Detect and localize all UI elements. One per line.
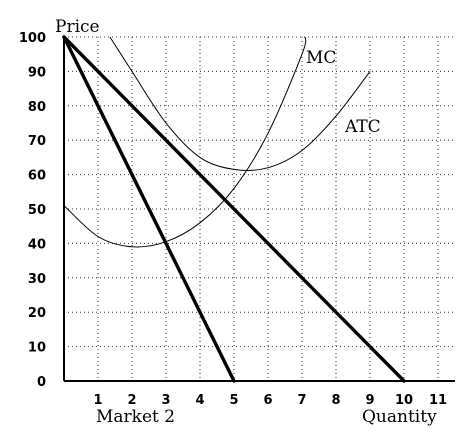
series-layer xyxy=(62,35,406,383)
x-tick-label: 11 xyxy=(429,393,447,408)
axes xyxy=(63,37,455,382)
grid xyxy=(64,36,455,381)
y-tick-label: 40 xyxy=(28,237,46,252)
series-curve-atc xyxy=(109,36,371,171)
x-tick-label: 4 xyxy=(195,393,204,408)
x-tick-label: 6 xyxy=(263,393,272,408)
x-tick-label: 8 xyxy=(331,393,340,408)
x-tick-label: 7 xyxy=(297,393,306,408)
x-tick-label: 5 xyxy=(229,393,238,408)
y-tick-label: 60 xyxy=(28,169,46,184)
x-tick-label: 1 xyxy=(93,393,102,408)
series-line-1 xyxy=(62,35,236,383)
y-tick-label: 50 xyxy=(28,203,46,218)
y-tick-label: 20 xyxy=(28,306,46,321)
y-tick-label: 70 xyxy=(28,134,46,149)
series-line-0 xyxy=(62,35,406,383)
tick-labels: 0 10 20 30 40 50 60 70 80 90 100 1 2 3 4 5 6 7 8 9 10 11 xyxy=(19,31,447,408)
y-tick-label: 90 xyxy=(28,65,46,80)
x-tick-label: 2 xyxy=(127,393,136,408)
y-tick-label: 30 xyxy=(28,272,46,287)
series-label-mc: MC xyxy=(306,48,336,68)
y-tick-label: 0 xyxy=(37,375,46,390)
x-tick-label: 9 xyxy=(365,393,374,408)
series-curve-mc xyxy=(63,36,307,248)
y-tick-label: 10 xyxy=(28,341,46,356)
chart-caption: Market 2 xyxy=(96,407,175,427)
series-labels: MC ATC xyxy=(306,48,381,137)
y-axis-label: Price xyxy=(55,17,100,37)
x-tick-label: 10 xyxy=(395,393,413,408)
x-axis-label: Quantity xyxy=(362,407,437,427)
y-tick-label: 100 xyxy=(19,31,46,46)
series-label-atc: ATC xyxy=(344,117,381,137)
x-tick-label: 3 xyxy=(161,393,170,408)
y-tick-label: 80 xyxy=(28,100,46,115)
